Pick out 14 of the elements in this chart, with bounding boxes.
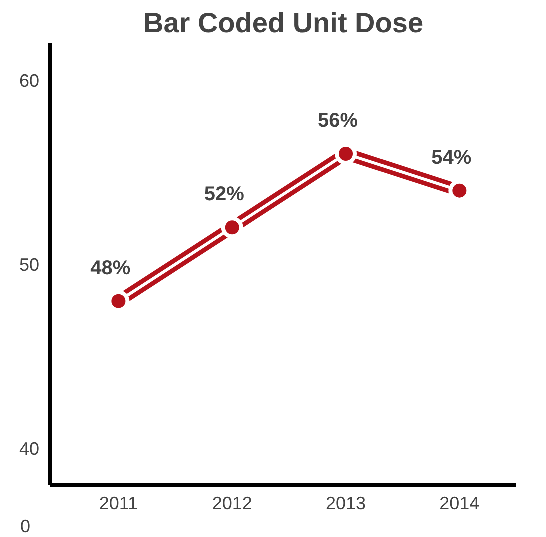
chart-title: Bar Coded Unit Dose	[143, 8, 424, 38]
x-tick-label: 2014	[440, 494, 480, 514]
y-tick-label: 40	[19, 439, 40, 460]
point	[221, 216, 244, 239]
y-tick-label: 60	[19, 70, 40, 91]
text: 54%	[432, 146, 472, 169]
x-tick-label: 2012	[212, 494, 252, 514]
text: 48%	[90, 257, 131, 280]
x-tick-label: 2011	[99, 494, 138, 514]
text: 52%	[204, 184, 244, 206]
text: 56%	[318, 110, 358, 132]
x-tick-label: 2013	[326, 494, 366, 514]
text: 0	[20, 516, 31, 536]
y-tick-label: 50	[19, 255, 40, 275]
